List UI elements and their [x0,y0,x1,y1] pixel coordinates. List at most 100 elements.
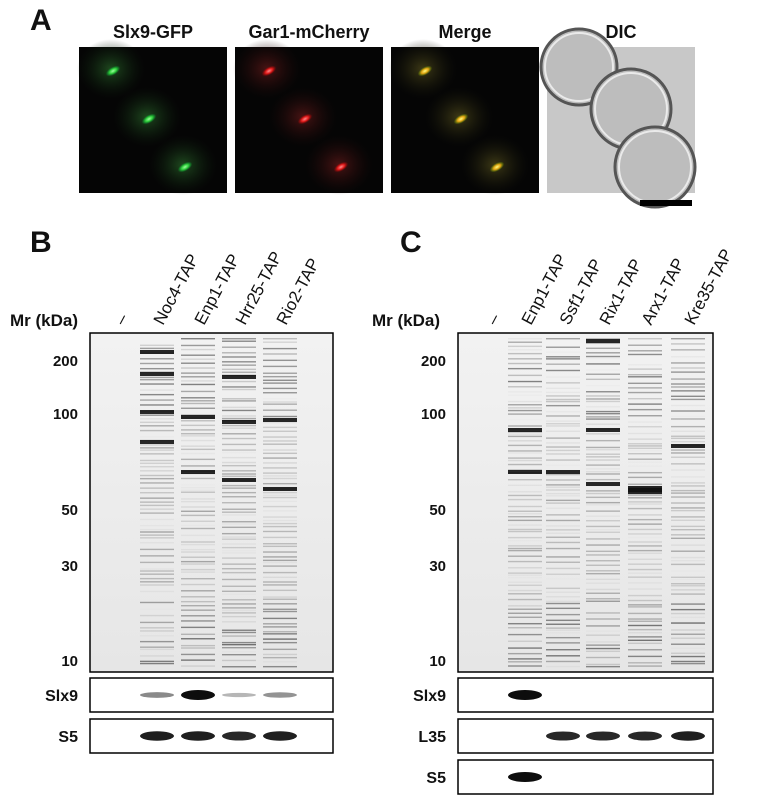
gel-band [586,501,620,504]
gel-band [263,545,297,548]
gel-band [508,362,542,365]
gel-band [140,640,174,643]
gel-band [586,538,620,540]
gel-band [508,470,542,474]
gel-band [263,519,297,522]
gel-band [628,514,662,516]
lane-label: Kre35-TAP [681,246,737,328]
gel-band [546,415,580,417]
gel-band [508,515,542,518]
gel-band [222,473,256,475]
gel-band [222,496,256,498]
gel-band [586,656,620,659]
gel-band [222,340,256,342]
gel-band [222,557,256,559]
gel-band [140,347,174,350]
gel-band [222,415,256,417]
gel-band [263,617,297,620]
image-title: Merge [438,22,491,42]
gel-band [222,371,256,373]
gel-band [181,362,215,364]
gel-band [508,407,542,409]
gel-band [628,408,662,411]
gel-band [628,447,662,449]
blot-band [263,731,297,741]
gel-band [508,605,542,607]
gel-band [140,470,174,472]
gel-band [181,571,215,573]
gel-band [222,523,256,524]
gel-band [546,642,580,644]
gel-band [671,338,705,340]
gel-band [546,338,580,340]
gel-band [181,653,215,656]
image-title: Slx9-GFP [113,22,193,42]
gel-band [263,496,297,499]
gel-band [628,572,662,574]
gel-band [508,608,542,610]
gel-band [671,398,705,401]
gel-band [628,458,662,460]
gel-band [671,469,705,471]
blot-band [508,772,542,782]
gel-band [508,584,542,586]
image-title: Gar1-mCherry [248,22,369,42]
gel-band [181,644,215,647]
gel-band [222,593,256,594]
gel-band [546,600,580,603]
gel-band [222,546,256,549]
nucleolus [489,161,505,173]
gel-band [181,609,215,611]
gel-band [671,425,705,428]
gel-band [586,529,620,530]
gel-band [546,437,580,439]
gel-band [586,410,620,413]
gel-band [671,525,705,528]
gel-band [181,397,215,399]
gel-band [671,356,705,358]
gel-band [140,482,174,484]
gel-band [628,620,662,622]
gel-band [181,563,215,565]
gel-band [671,612,705,615]
gel-band [671,537,705,540]
gel-band [140,635,174,636]
gel-band [263,409,297,411]
gel-band [586,496,620,499]
nucleolus [261,65,277,77]
gel-band [546,430,580,432]
gel-band [586,459,620,461]
gel-band [628,552,662,554]
gel-band [586,412,620,415]
gel-band [140,660,174,663]
gel-band [181,543,215,546]
gel-band [546,446,580,448]
gel-band [140,577,174,580]
gel-band [671,576,705,579]
gel-band [586,449,620,451]
gel-band [263,418,297,422]
gel-band [671,404,705,407]
gel-band [181,465,215,467]
gel-band [222,449,256,451]
gel-band [263,536,297,539]
gel-band [586,373,620,375]
gel [89,332,334,673]
gel-band [222,607,256,609]
gel-band [181,510,215,512]
gel-band [263,491,297,494]
gel-band [508,519,542,522]
gel-band [628,558,662,560]
gel-band [181,358,215,360]
gel-band [263,347,297,350]
gel-band [140,662,174,665]
gel-band [140,389,174,391]
gel-band [181,514,215,517]
gel-band [181,638,215,640]
gel-band [546,602,580,605]
gel-band [181,415,215,419]
gel-band [222,550,256,551]
gel-band [508,510,542,512]
gel-band [546,547,580,550]
gel-band [263,598,297,600]
